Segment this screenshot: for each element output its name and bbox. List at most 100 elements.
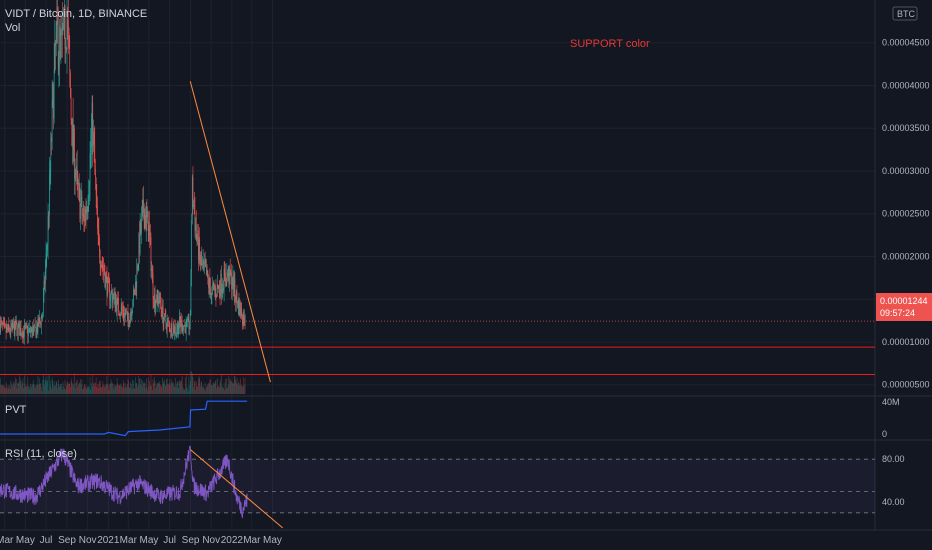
candle-body [176,330,177,333]
volume-bar [75,382,77,394]
pvt-legend[interactable]: PVT [5,404,27,416]
volume-bar [69,383,71,394]
candle-body [150,237,152,272]
support-color-annotation[interactable]: SUPPORT color [570,38,650,50]
candle-body [62,27,64,32]
candle-body [116,297,118,312]
volume-bar [184,389,186,394]
rsi-legend[interactable]: RSI (11, close) [5,448,77,460]
candle-body [93,131,94,147]
volume-bar [136,383,138,394]
drawing-overlays[interactable] [0,81,875,383]
volume-bar [209,379,211,394]
candle-body [114,291,116,308]
candle-body [227,273,228,277]
volume-bar [20,380,22,394]
volume-bar [139,378,141,394]
candle-body [108,280,110,285]
candle-body [50,137,52,170]
candle-body [170,331,171,333]
candle-body [230,272,232,276]
price-trendline[interactable] [189,81,271,383]
volume-bar [51,377,53,394]
volume-bar [31,384,33,394]
candle-body [124,312,125,318]
volume-bar [200,382,202,394]
candle-body [65,48,66,50]
pvt-pane[interactable] [0,400,248,437]
current-price-tag[interactable] [876,293,932,321]
volume-bar [147,390,148,394]
volume-bar [173,385,175,394]
pvt-line[interactable] [0,400,248,437]
candle-body [13,324,15,336]
candle-body [2,322,4,326]
candle-body [212,285,213,288]
volume-bar [5,382,7,394]
candlestick-series[interactable] [0,0,246,345]
current-price-label: 0.00001244 [880,296,928,306]
candle-body [198,230,199,261]
volume-bar [22,378,24,394]
volume-bar [154,381,156,394]
volume-bar [201,381,203,394]
candle-body [222,287,224,289]
symbol-legend[interactable]: VIDT / Bitcoin, 1D, BINANCE [5,8,148,20]
volume-bar [38,384,39,394]
volume-bar [193,381,195,394]
volume-bar [215,379,217,394]
candle-body [210,294,212,299]
volume-bar [117,383,119,394]
volume-bar [206,383,208,394]
currency-badge[interactable] [892,6,918,21]
volume-bar [219,387,220,394]
countdown-label: 09:57:24 [880,308,915,318]
volume-bar [216,388,217,394]
volume-bar [93,383,94,394]
candle-body [70,96,72,120]
volume-bar [132,379,133,394]
candle-body [187,317,188,321]
volume-bar [180,382,182,394]
rsi-pane[interactable] [0,445,875,529]
time-tick-label: Mar [0,535,14,546]
volume-bar [49,385,51,394]
volume-bar [9,385,10,394]
volume-bar [16,388,18,394]
candle-body [61,29,63,32]
candle-body [23,330,24,337]
candle-body [137,265,138,270]
candle-body [120,306,122,315]
volume-bar [53,381,55,394]
candle-body [184,324,186,327]
volume-bar [152,390,153,394]
volume-bar [122,387,123,394]
volume-bar [55,385,56,394]
volume-bar [158,380,160,394]
volume-bar [67,382,68,394]
time-tick-label: Mar [243,535,261,546]
rsi-trendline[interactable] [189,449,283,529]
candle-body [228,268,230,285]
rsi-line[interactable] [0,445,248,519]
volume-legend[interactable]: Vol [5,22,21,34]
volume-bar [94,386,96,394]
volume-bar [114,384,116,394]
volume-bar [104,384,106,394]
candle-body [225,272,226,282]
volume-bar [57,388,58,394]
time-axis[interactable]: Mar May Jul Sep Nov 2021 Mar May Jul Sep Nov 2022 Ma… [0,529,932,546]
volume-bar [231,382,233,394]
volume-bar [124,383,126,394]
price-axis[interactable]: 0.00004500 0.00004000 0.00003500 0.00003000… [876,6,932,507]
volume-bar [59,386,60,394]
volume-bar [46,381,48,394]
candle-body [142,199,144,209]
volume-bar [227,387,228,394]
candle-body [173,326,174,336]
candle-body [219,285,220,291]
candle-body [243,315,245,325]
candle-body [241,308,242,319]
volume-bar [138,375,140,394]
